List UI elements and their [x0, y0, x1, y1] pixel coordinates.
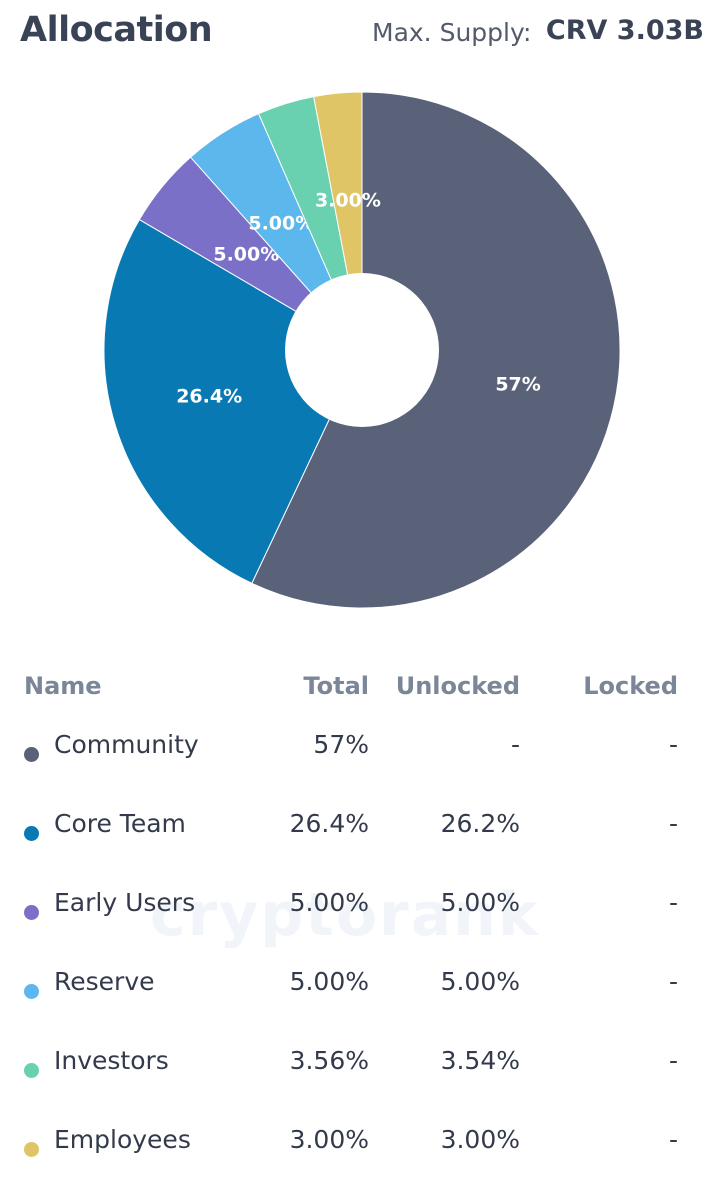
header-total: Total [303, 672, 369, 700]
header-locked: Locked [583, 672, 678, 700]
table-row: Core Team 26.4% 26.2% - [0, 799, 720, 878]
legend-dot [24, 826, 39, 841]
pie-slice-core-team[interactable] [103, 218, 363, 584]
row-unlocked: - [510, 730, 520, 759]
row-total: 57% [313, 730, 369, 759]
slice-label: 5.00% [213, 244, 279, 266]
row-locked: - [668, 1046, 678, 1075]
allocation-donut-chart: 57%26.4%5.00%5.00%3.00% [103, 91, 621, 609]
row-total: 3.56% [289, 1046, 369, 1075]
row-name: Early Users [54, 888, 196, 917]
header: Allocation Max. Supply: CRV 3.03B [0, 0, 720, 70]
slice-label: 3.00% [315, 190, 381, 212]
row-name: Employees [54, 1125, 191, 1154]
row-locked: - [668, 967, 678, 996]
row-total: 3.00% [289, 1125, 369, 1154]
row-locked: - [668, 888, 678, 917]
slice-label: 5.00% [248, 212, 314, 234]
table-row: Community 57% - - [0, 720, 720, 799]
page-title: Allocation [20, 10, 213, 50]
row-unlocked: 5.00% [440, 888, 520, 917]
row-unlocked: 26.2% [440, 809, 520, 838]
donut-hole [285, 273, 439, 427]
max-supply-value: CRV 3.03B [545, 15, 704, 46]
legend-dot [24, 1142, 39, 1157]
table-row: Employees 3.00% 3.00% - [0, 1115, 720, 1194]
slice-label: 26.4% [176, 386, 242, 408]
row-name: Core Team [54, 809, 186, 838]
legend-dot [24, 747, 39, 762]
row-name: Reserve [54, 967, 155, 996]
header-name: Name [24, 672, 102, 700]
max-supply-label: Max. Supply: [372, 18, 532, 47]
table-header: Name Total Unlocked Locked [0, 660, 720, 720]
row-unlocked: 3.00% [440, 1125, 520, 1154]
row-locked: - [668, 809, 678, 838]
row-total: 5.00% [289, 967, 369, 996]
slice-label: 57% [495, 374, 540, 396]
header-unlocked: Unlocked [395, 672, 520, 700]
row-total: 26.4% [289, 809, 369, 838]
table-row: Early Users 5.00% 5.00% - [0, 878, 720, 957]
row-name: Investors [54, 1046, 169, 1075]
row-locked: - [668, 730, 678, 759]
allocation-table: Name Total Unlocked Locked Community 57%… [0, 660, 720, 1194]
table-row: Reserve 5.00% 5.00% - [0, 957, 720, 1036]
row-unlocked: 5.00% [440, 967, 520, 996]
row-total: 5.00% [289, 888, 369, 917]
row-unlocked: 3.54% [440, 1046, 520, 1075]
legend-dot [24, 905, 39, 920]
row-locked: - [668, 1125, 678, 1154]
legend-dot [24, 1063, 39, 1078]
row-name: Community [54, 730, 199, 759]
legend-dot [24, 984, 39, 999]
table-row: Investors 3.56% 3.54% - [0, 1036, 720, 1115]
watermark: cryptorank [150, 880, 540, 950]
